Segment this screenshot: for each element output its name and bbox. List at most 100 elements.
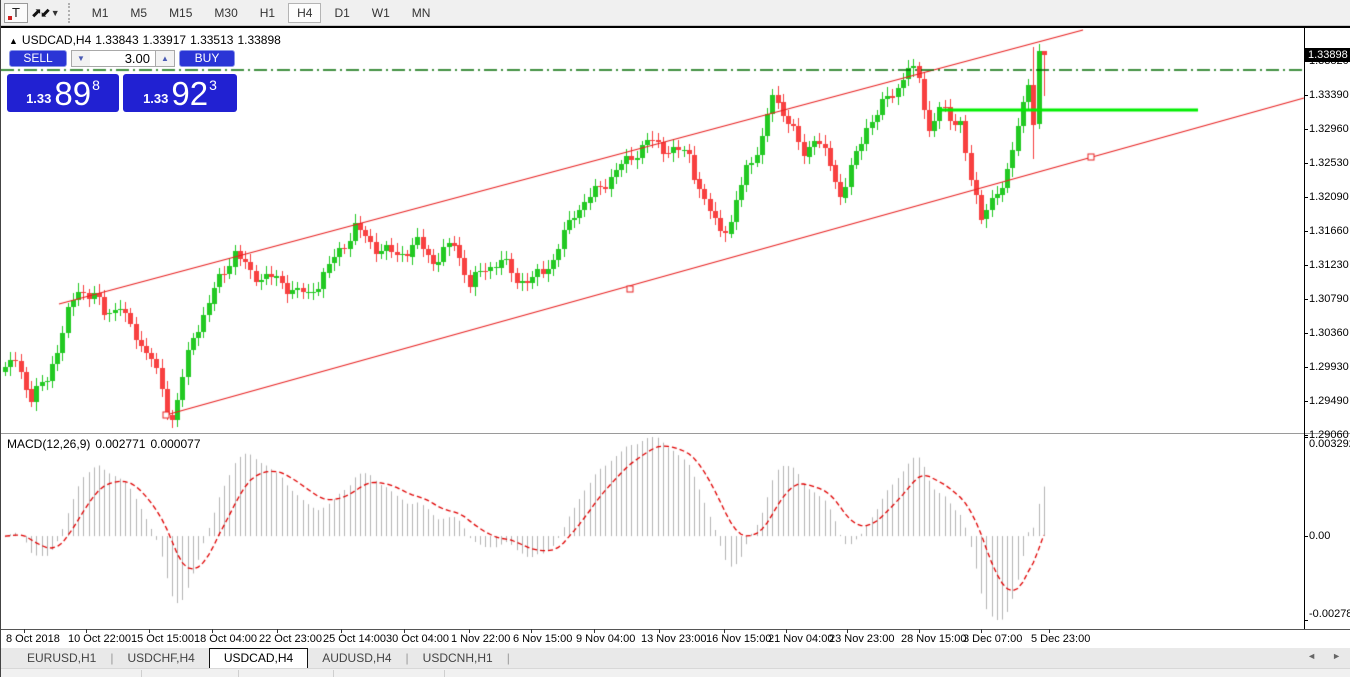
close-value: 1.33898 (237, 33, 281, 47)
sell-price-display[interactable]: 1.33 89 8 (7, 74, 119, 112)
volume-increase-button[interactable]: ▲ (155, 50, 175, 67)
price-axis-label: 1.32090 (1309, 191, 1349, 204)
time-axis-label: 22 Oct 23:00 (259, 633, 322, 645)
price-tick-mark (1304, 197, 1308, 199)
status-strip-separator (141, 670, 142, 677)
time-axis-label: 30 Oct 04:00 (386, 633, 449, 645)
low-value: 1.33513 (190, 33, 234, 47)
macd-axis-label: 0.00 (1309, 530, 1331, 543)
time-tick-mark (24, 629, 25, 633)
pane-separator[interactable] (1, 433, 1350, 434)
price-tick-mark (1304, 332, 1308, 334)
time-tick-mark (847, 629, 848, 633)
buy-price-display[interactable]: 1.33 92 3 (123, 74, 237, 112)
volume-input[interactable]: 3.00 (90, 50, 156, 67)
chart-tab-AUDUSDH4[interactable]: AUDUSD,H4 (322, 651, 392, 665)
dropdown-caret-icon: ▼ (50, 7, 60, 18)
toolbar: T ⬈⬋ ▼ M1 M5 M15 M30 H1 H4 D1 W1 MN (1, 0, 1350, 26)
time-tick-mark (786, 629, 787, 633)
time-axis-label: 6 Nov 15:00 (513, 633, 573, 645)
buy-button[interactable]: BUY (179, 50, 235, 67)
time-tick-mark (149, 629, 150, 633)
volume-decrease-button[interactable]: ▼ (71, 50, 91, 67)
time-axis-label: 28 Nov 15:00 (901, 633, 967, 645)
time-tick-mark (1049, 629, 1050, 633)
time-tick-mark (724, 629, 725, 633)
price-axis-label: 1.31230 (1309, 258, 1349, 271)
timeframe-button-H1[interactable]: H1 (259, 5, 276, 20)
tab-scroll-right-button[interactable]: ► (1332, 651, 1341, 661)
time-axis-label: 15 Oct 15:00 (131, 633, 194, 645)
chart-window: ▲ USDCAD,H4 1.33843 1.33917 1.33513 1.33898 S… (1, 26, 1350, 650)
timeframe-button-W1[interactable]: W1 (371, 5, 390, 20)
tab-separator: | (110, 651, 114, 665)
time-tick-mark (531, 629, 532, 633)
time-tick-mark (341, 629, 342, 633)
price-axis-label: 1.29060 (1309, 429, 1349, 441)
timeframe-button-M15[interactable]: M15 (169, 5, 193, 20)
sell-button[interactable]: SELL (9, 50, 67, 67)
price-tick-mark (1304, 95, 1308, 96)
buy-price-prefix: 1.33 (143, 91, 169, 106)
status-strip (1, 668, 1350, 677)
timeframe-button-MN[interactable]: MN (411, 5, 431, 20)
status-strip-separator (444, 670, 445, 677)
high-value: 1.33917 (142, 33, 187, 47)
sell-price-prefix: 1.33 (26, 91, 52, 106)
price-tick-mark (1304, 264, 1308, 266)
time-tick-mark (659, 629, 660, 633)
text-tool-button[interactable]: T (4, 2, 28, 23)
current-price-badge: 1.33898 (1305, 48, 1350, 63)
timeframe-button-H4[interactable]: H4 (288, 2, 322, 23)
symbol-period-label: USDCAD,H4 (21, 33, 92, 47)
timeframe-button-M30[interactable]: M30 (214, 5, 238, 20)
status-strip-separator (238, 670, 239, 677)
time-tick-mark (86, 629, 87, 633)
time-tick-mark (469, 629, 470, 633)
timeframe-button-M1[interactable]: M1 (91, 5, 109, 20)
tab-scroll-left-button[interactable]: ◄ (1307, 651, 1317, 661)
open-value: 1.33843 (95, 33, 139, 47)
status-strip-separator (333, 670, 334, 677)
arrows-tool-icon: ⬈⬋ (31, 4, 51, 20)
toolbar-grip (67, 2, 75, 23)
drawing-tools-button[interactable]: ⬈⬋ ▼ (31, 3, 60, 23)
sell-price-sup: 8 (92, 77, 100, 93)
red-marker-icon (8, 15, 12, 20)
collapse-triangle-icon[interactable]: ▲ (9, 36, 18, 46)
time-axis-label: 16 Nov 15:00 (706, 633, 772, 645)
chart-tabs: EURUSD,H1 | USDCHF,H4 USDCAD,H4 AUDUSD,H4 | US… (13, 648, 510, 668)
price-axis-label: 1.30360 (1309, 326, 1349, 339)
time-axis-label: 21 Nov 04:00 (768, 633, 834, 645)
time-tick-mark (594, 629, 595, 633)
price-axis-label: 1.32960 (1309, 122, 1349, 135)
tab-separator: | (405, 651, 409, 665)
time-axis-label: 10 Oct 22:00 (68, 633, 131, 645)
price-axis-label: 1.33390 (1309, 89, 1349, 101)
time-axis-label: 9 Nov 04:00 (576, 633, 636, 645)
timeframe-button-M5[interactable]: M5 (130, 5, 148, 20)
chart-tab-EURUSDH1[interactable]: EURUSD,H1 (27, 651, 97, 665)
macd-tick-mark (1304, 437, 1308, 438)
time-tick-mark (404, 629, 405, 633)
price-tick-mark (1304, 299, 1308, 301)
chart-tab-USDCNHH1[interactable]: USDCNH,H1 (422, 651, 493, 665)
macd-tick-mark (1304, 620, 1308, 621)
macd-axis-label: 0.003292 (1309, 438, 1350, 450)
macd-tick-mark (1304, 536, 1308, 538)
chart-tab-USDCHFH4[interactable]: USDCHF,H4 (127, 651, 195, 665)
chart-tab-USDCADH4[interactable]: USDCAD,H4 (208, 648, 309, 668)
time-axis-label: 8 Oct 2018 (6, 633, 60, 645)
price-tick-mark (1304, 401, 1308, 403)
time-axis-label: 1 Nov 22:00 (451, 633, 511, 645)
macd-indicator-canvas[interactable] (1, 435, 1305, 629)
time-axis-label: 25 Oct 14:00 (323, 633, 386, 645)
price-tick-mark (1304, 162, 1308, 164)
macd-axis-label: -0.002787 (1309, 608, 1350, 620)
price-tick-mark (1304, 128, 1308, 130)
timeframe-button-D1[interactable]: D1 (334, 5, 350, 20)
time-tick-mark (981, 629, 982, 633)
macd-label: MACD(12,26,9) 0.002771 0.000077 (7, 437, 206, 451)
ohlc-header: ▲ USDCAD,H4 1.33843 1.33917 1.33513 1.33898 (9, 33, 285, 47)
